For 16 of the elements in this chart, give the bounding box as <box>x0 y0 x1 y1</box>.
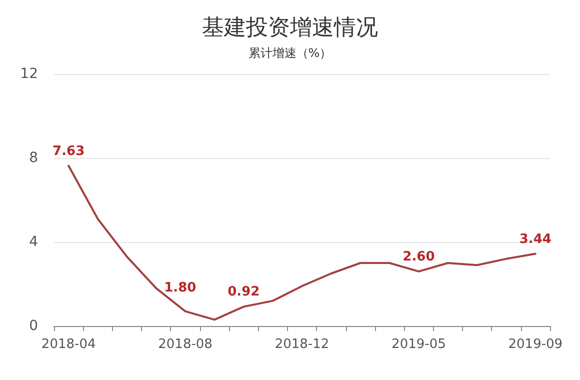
data-label: 2.60 <box>402 249 435 264</box>
y-tick-label: 0 <box>29 318 38 334</box>
data-label: 7.63 <box>52 144 85 159</box>
x-tick-label: 2018-12 <box>274 337 330 352</box>
chart-subtitle: 累计增速（%） <box>248 46 332 60</box>
x-tick-label: 2019-05 <box>392 337 446 352</box>
chart-title: 基建投资增速情况 <box>202 16 378 40</box>
x-tick-label: 2019-09 <box>508 337 563 352</box>
x-tick-label: 2018-08 <box>158 337 212 352</box>
y-tick-label: 12 <box>20 66 38 82</box>
data-label: 1.80 <box>164 280 196 296</box>
y-tick-label: 8 <box>29 150 38 166</box>
data-label: 3.44 <box>519 232 552 247</box>
x-tick-label: 2018-04 <box>41 337 96 352</box>
y-tick-label: 4 <box>29 234 38 250</box>
data-label: 0.92 <box>228 284 260 300</box>
